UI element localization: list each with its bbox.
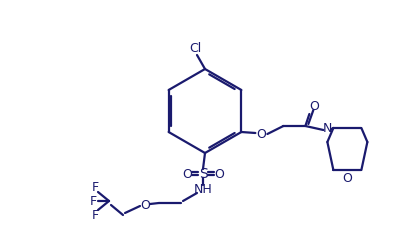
Text: O: O <box>309 99 319 112</box>
Text: F: F <box>89 195 97 208</box>
Text: Cl: Cl <box>189 41 201 54</box>
Text: F: F <box>91 209 99 221</box>
Text: O: O <box>343 172 352 185</box>
Text: O: O <box>214 167 224 180</box>
Text: O: O <box>182 167 192 180</box>
Text: F: F <box>91 181 99 194</box>
Text: N: N <box>323 122 332 135</box>
Text: O: O <box>140 199 150 212</box>
Text: O: O <box>257 128 267 141</box>
Text: NH: NH <box>194 183 212 196</box>
Text: S: S <box>199 166 208 180</box>
